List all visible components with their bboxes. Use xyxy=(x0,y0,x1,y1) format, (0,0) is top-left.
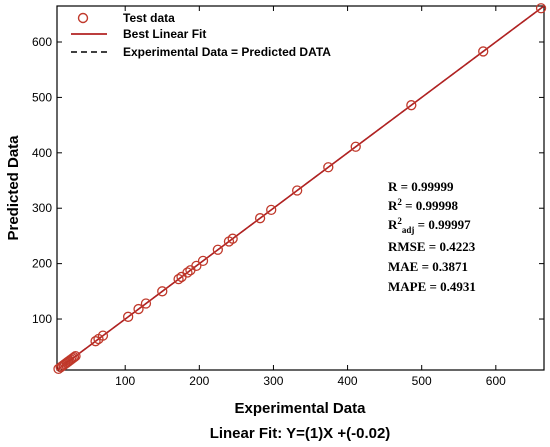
x-tick-label-400: 400 xyxy=(338,374,358,388)
scatter-points xyxy=(53,3,547,375)
chart-subtitle: Linear Fit: Y=(1)X +(-0.02) xyxy=(210,425,391,442)
data-point-31 xyxy=(323,162,334,173)
stat-r2adj: R2adj = 0.99997 xyxy=(388,216,471,235)
stat-mae: MAE = 0.3871 xyxy=(388,259,468,274)
data-point-28 xyxy=(254,213,266,224)
stat-r2adj-sub: adj xyxy=(402,225,415,235)
stats-annotation: R = 0.99999 R2 = 0.99998 R2adj = 0.99997… xyxy=(388,179,476,294)
data-point-21 xyxy=(182,267,193,278)
y-tick-label-200: 200 xyxy=(32,257,52,271)
stat-r2-value: = 0.99998 xyxy=(402,198,459,213)
data-point-12 xyxy=(90,336,101,347)
data-point-17 xyxy=(140,298,152,309)
data-point-23 xyxy=(191,260,202,271)
data-point-29 xyxy=(266,204,277,216)
data-point-27 xyxy=(227,233,238,244)
y-axis-title: Predicted Data xyxy=(5,135,22,241)
stat-r2: R2 = 0.99998 xyxy=(388,197,459,213)
x-tick-label-200: 200 xyxy=(189,374,209,388)
stat-r: R = 0.99999 xyxy=(388,179,454,194)
data-point-30 xyxy=(292,185,303,196)
stat-r2adj-sup: 2 xyxy=(397,216,402,226)
data-point-16 xyxy=(133,303,144,315)
data-point-14 xyxy=(97,330,109,341)
data-point-32 xyxy=(350,141,361,152)
data-point-10 xyxy=(68,352,80,363)
legend-label-identity: Experimental Data = Predicted DATA xyxy=(123,45,331,59)
x-tick-label-500: 500 xyxy=(412,374,432,388)
x-tick-label-600: 600 xyxy=(486,374,506,388)
data-point-34 xyxy=(478,46,489,57)
x-axis-title: Experimental Data xyxy=(235,400,367,417)
stat-r2adj-base: R xyxy=(388,217,398,232)
y-tick-label-500: 500 xyxy=(32,90,52,104)
data-point-19 xyxy=(173,273,184,285)
data-point-18 xyxy=(157,286,168,297)
x-tick-label-100: 100 xyxy=(115,374,135,388)
stat-rmse: RMSE = 0.4223 xyxy=(388,239,476,254)
legend: Test data Best Linear Fit Experimental D… xyxy=(71,11,331,59)
data-point-24 xyxy=(197,255,209,267)
data-point-15 xyxy=(123,311,134,322)
y-tick-label-300: 300 xyxy=(32,201,52,215)
y-tick-label-400: 400 xyxy=(32,146,52,160)
data-point-35 xyxy=(535,3,547,14)
data-point-9 xyxy=(67,353,78,364)
legend-marker-test-data xyxy=(77,12,89,24)
stat-mape: MAPE = 0.4931 xyxy=(388,279,476,294)
stat-r2-sup: 2 xyxy=(397,197,402,207)
y-tick-label-600: 600 xyxy=(32,35,52,49)
x-tick-label-300: 300 xyxy=(263,374,283,388)
legend-label-best-fit: Best Linear Fit xyxy=(123,27,206,41)
data-point-11 xyxy=(70,350,81,362)
legend-label-test-data: Test data xyxy=(123,11,175,25)
y-tick-label-100: 100 xyxy=(32,312,52,326)
data-point-25 xyxy=(212,244,224,255)
axis-ticks: 100 200 300 400 500 600 100 200 300 400 500 600 xyxy=(32,6,544,388)
data-point-33 xyxy=(406,100,417,111)
stat-r2-base: R xyxy=(388,198,398,213)
stat-r2adj-value: = 0.99997 xyxy=(414,217,471,232)
